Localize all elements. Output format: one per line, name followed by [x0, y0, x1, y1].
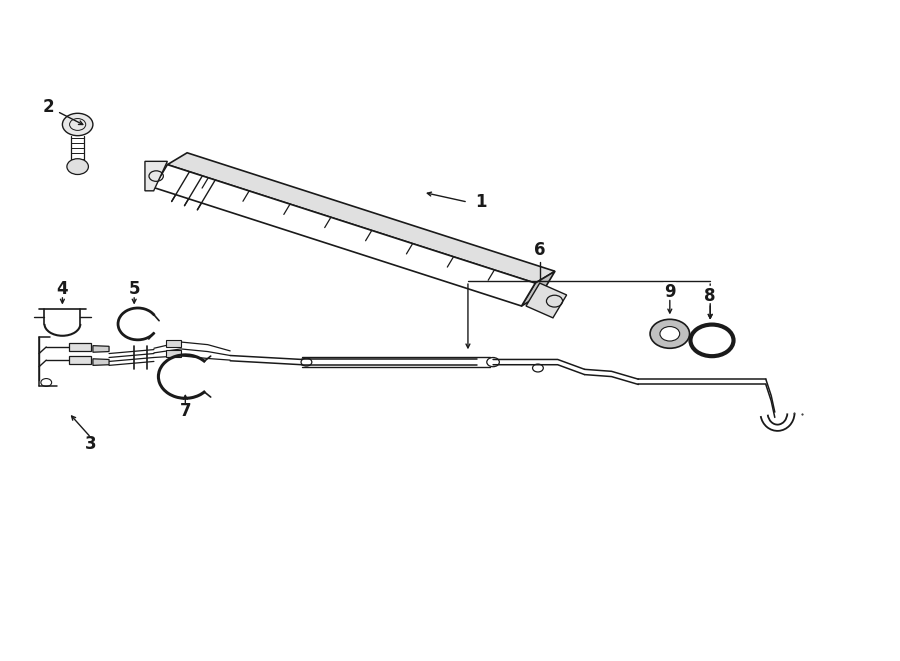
- Circle shape: [62, 113, 93, 136]
- Text: 1: 1: [476, 193, 487, 211]
- Polygon shape: [154, 165, 536, 306]
- Circle shape: [650, 319, 689, 348]
- Polygon shape: [93, 346, 109, 352]
- Polygon shape: [145, 161, 167, 191]
- Text: 5: 5: [129, 280, 140, 298]
- Text: 7: 7: [179, 403, 191, 420]
- Polygon shape: [526, 283, 567, 318]
- Text: 9: 9: [664, 284, 676, 301]
- Text: 2: 2: [42, 98, 54, 116]
- Polygon shape: [93, 359, 109, 366]
- Text: 8: 8: [705, 287, 716, 305]
- Text: 4: 4: [57, 280, 68, 298]
- Polygon shape: [167, 153, 555, 283]
- Text: 3: 3: [86, 436, 97, 453]
- Text: 6: 6: [534, 241, 545, 259]
- Polygon shape: [68, 356, 91, 364]
- Polygon shape: [166, 350, 181, 357]
- Polygon shape: [68, 343, 91, 351]
- Polygon shape: [166, 340, 181, 347]
- Circle shape: [67, 159, 88, 175]
- Circle shape: [660, 327, 680, 341]
- Polygon shape: [521, 271, 555, 306]
- Circle shape: [690, 325, 734, 356]
